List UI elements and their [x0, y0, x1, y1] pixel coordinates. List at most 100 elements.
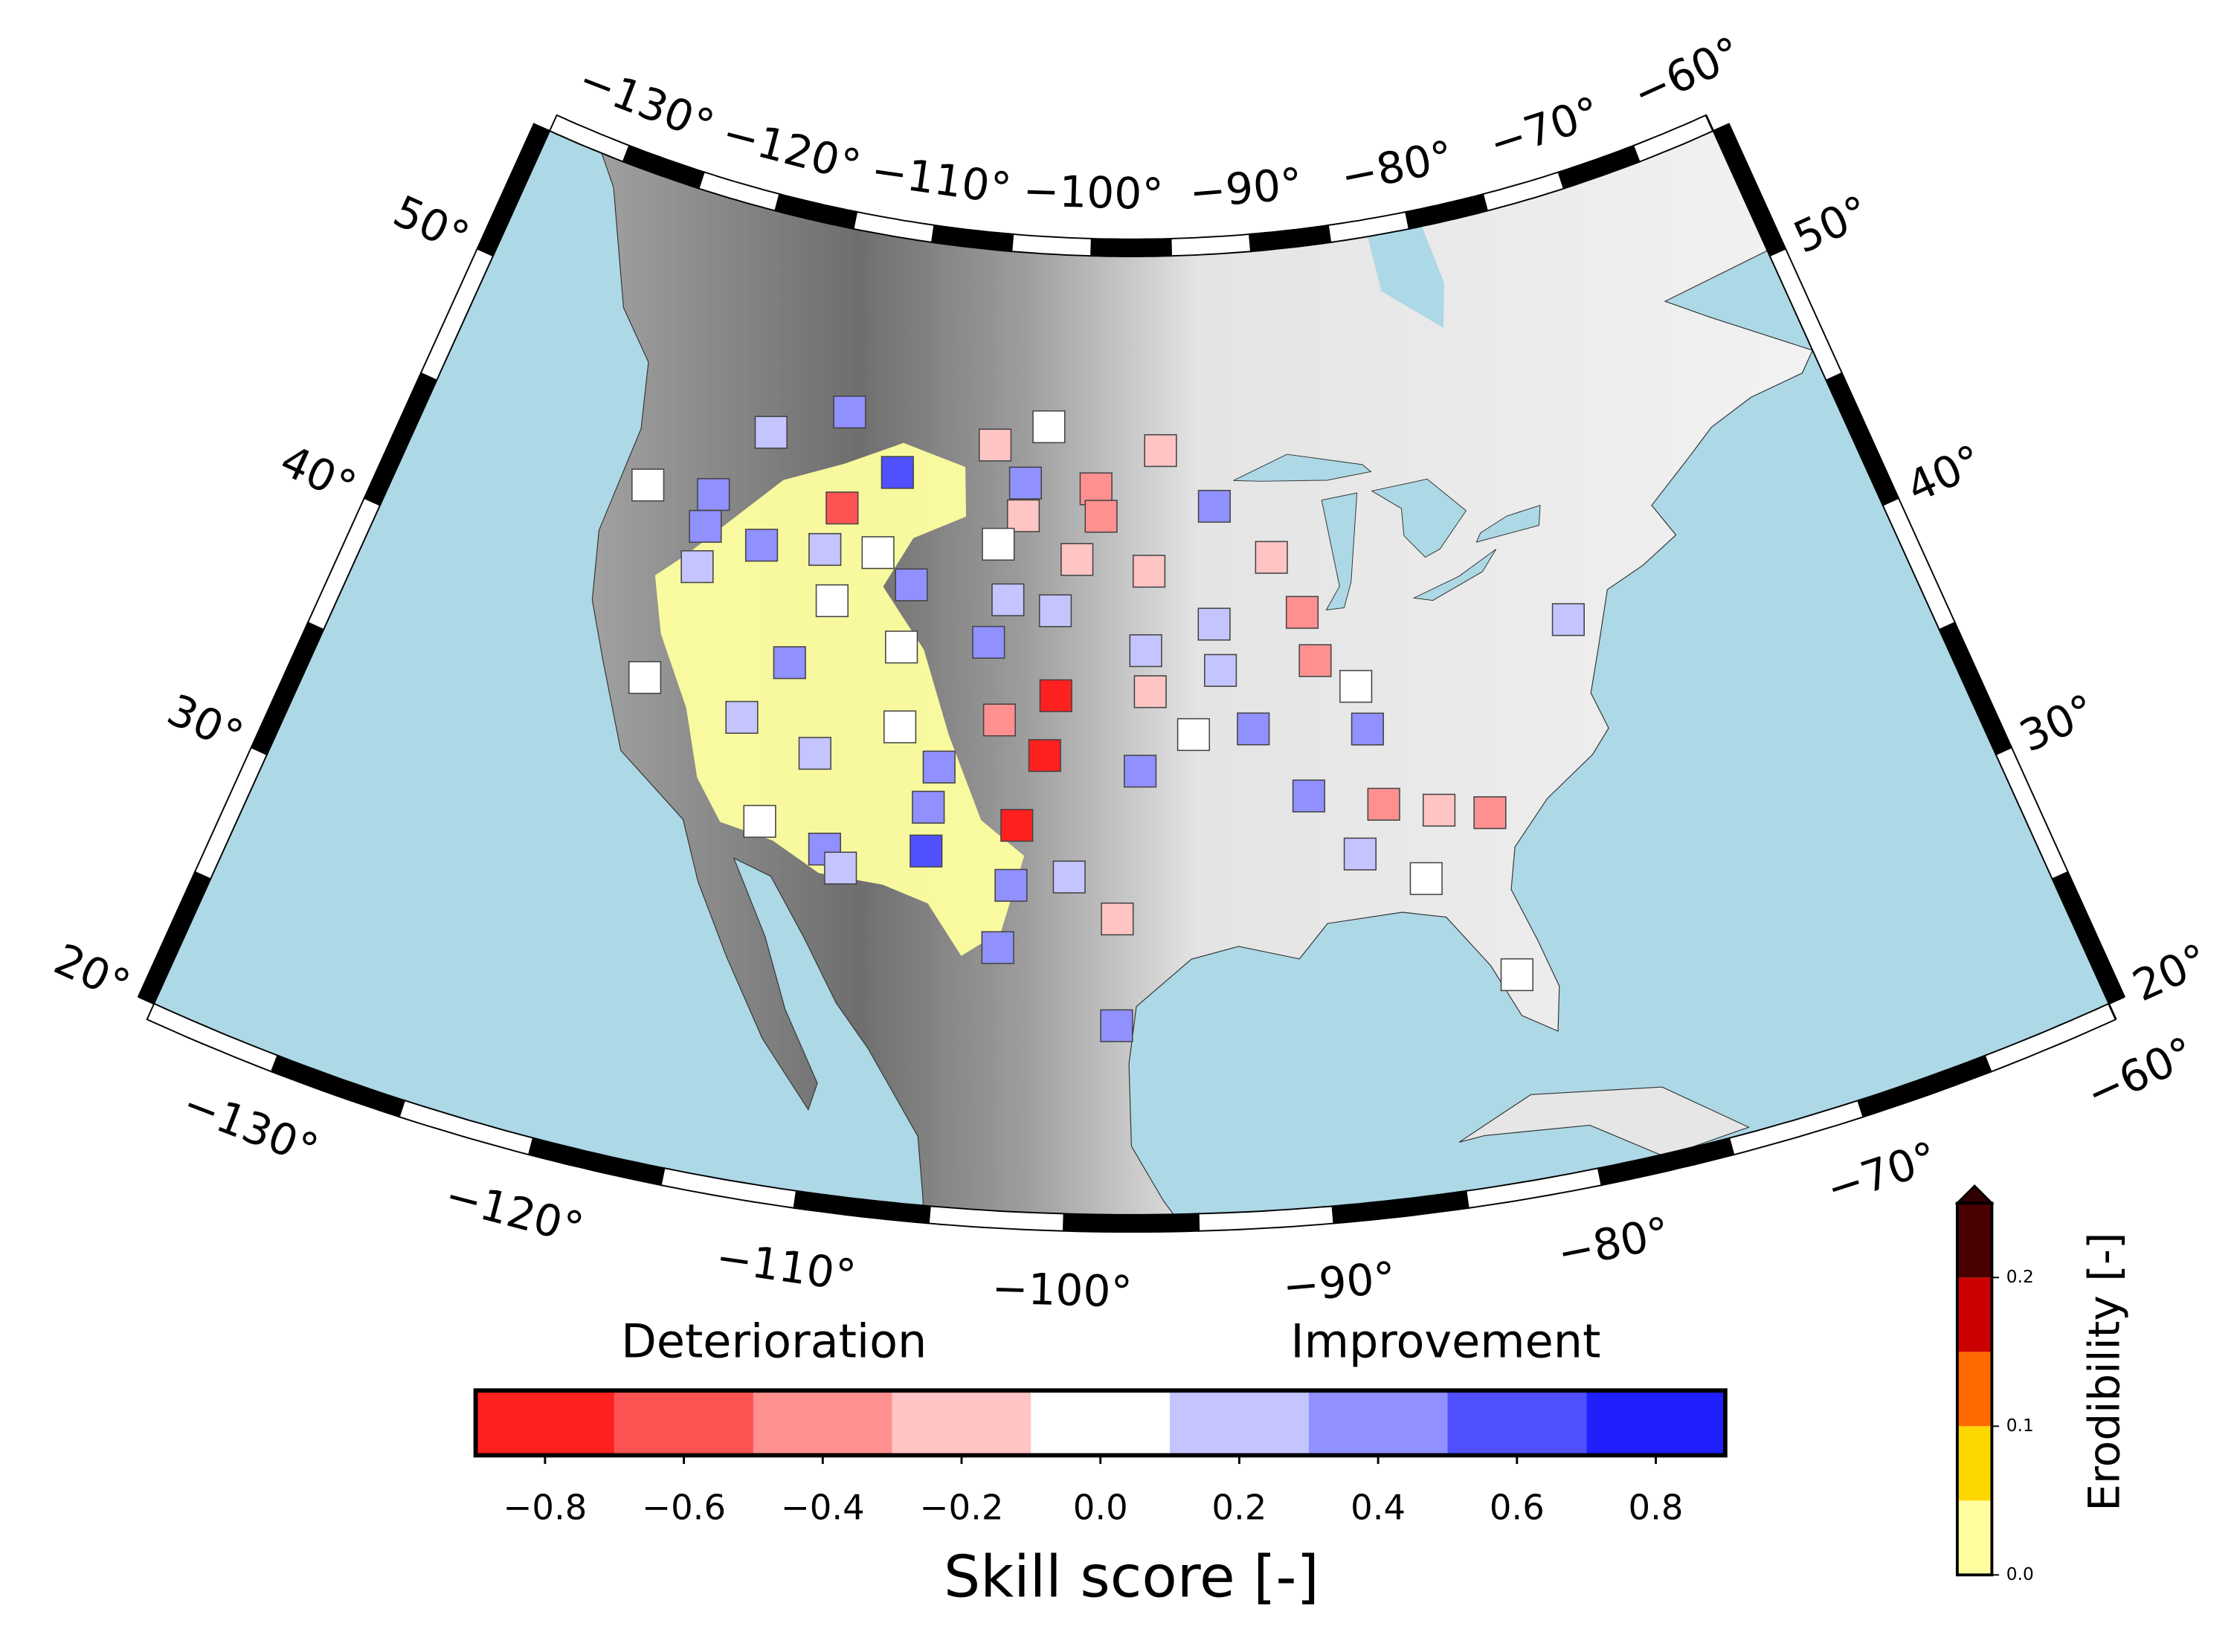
colorbar-tick-label: 0.4	[1351, 1488, 1406, 1528]
frame-segment	[1011, 233, 1093, 257]
lake	[1371, 478, 1467, 558]
colorbar-bin	[1308, 1390, 1448, 1456]
station-marker	[1133, 675, 1167, 709]
lon-label: −110°	[868, 145, 1014, 215]
lon-label: −130°	[176, 1078, 325, 1175]
colorbar-bin	[1586, 1390, 1725, 1456]
station-marker	[697, 478, 730, 512]
island	[1458, 1086, 1750, 1158]
station-marker	[885, 630, 918, 664]
station-marker	[1084, 500, 1118, 533]
lon-tick	[1405, 211, 1411, 230]
colorbar-bin	[614, 1390, 753, 1456]
lake	[1475, 505, 1541, 543]
lon-tick	[1331, 1206, 1336, 1224]
erodibility-colorbar-label: Erodibility [-]	[2079, 1232, 2130, 1511]
station-marker	[1351, 712, 1384, 746]
station-marker	[1132, 555, 1166, 588]
lat-label: 50°	[1786, 186, 1877, 263]
station-marker	[881, 456, 914, 489]
frame-segment	[1983, 1002, 2117, 1073]
lon-tick	[1062, 1213, 1066, 1231]
lat-tick	[1995, 746, 2012, 755]
lon-tick	[1597, 1167, 1603, 1186]
lon-label: −80°	[1554, 1207, 1674, 1280]
station-marker	[1052, 860, 1086, 894]
colorbar-tick-label: 0.2	[2006, 1267, 2034, 1287]
lat-label: 30°	[160, 684, 251, 761]
lake	[1233, 454, 1372, 482]
colorbar-tick-label: 0.0	[2006, 1564, 2034, 1584]
frame-segment	[1170, 233, 1252, 257]
lon-tick	[793, 1190, 798, 1209]
station-marker	[972, 625, 1005, 659]
colorbar-bin	[1957, 1203, 1992, 1278]
station-marker	[1500, 958, 1533, 992]
lon-tick	[1249, 233, 1252, 252]
station-marker	[910, 834, 943, 868]
station-marker	[978, 428, 1012, 462]
station-marker	[808, 532, 842, 567]
colorbar-tick-label: 0.6	[1490, 1488, 1545, 1528]
lon-label: −90°	[1281, 1252, 1397, 1312]
station-marker	[1000, 809, 1034, 842]
colorbar-tick-label: −0.4	[781, 1488, 865, 1528]
lon-label: −120°	[440, 1169, 589, 1253]
lat-label: 40°	[273, 435, 364, 512]
colorbar-extend	[1954, 1184, 1995, 1204]
colorbar-tick-label: 0.2	[1211, 1488, 1266, 1528]
lat-tick	[138, 996, 155, 1005]
lon-label: −100°	[991, 1263, 1133, 1317]
station-marker	[1032, 410, 1066, 444]
station-marker	[628, 661, 662, 694]
lat-tick	[251, 746, 268, 755]
station-marker	[1285, 596, 1319, 629]
colorbar-bin	[1031, 1390, 1171, 1456]
station-marker	[754, 416, 788, 449]
station-marker	[861, 536, 895, 570]
colorbar-tick-label: −0.8	[503, 1488, 587, 1528]
station-marker	[1060, 543, 1094, 576]
station-marker	[895, 568, 928, 601]
station-marker	[922, 750, 956, 784]
station-marker	[1101, 902, 1134, 936]
lon-label: −100°	[1023, 165, 1165, 219]
station-marker	[1237, 712, 1270, 746]
station-marker	[994, 868, 1028, 902]
frame-segment	[1063, 1213, 1200, 1233]
station-marker	[1197, 489, 1231, 523]
station-marker	[725, 700, 759, 734]
station-marker	[1006, 499, 1040, 532]
station-marker	[1255, 541, 1288, 574]
lon-tick	[2108, 1003, 2117, 1020]
deterioration-label: Deterioration	[621, 1314, 927, 1368]
station-marker	[1473, 796, 1507, 830]
lon-tick	[528, 1138, 535, 1155]
lat-tick	[1881, 497, 1899, 506]
frame-segment	[1090, 237, 1173, 257]
lon-tick	[931, 225, 936, 243]
station-marker	[883, 710, 917, 743]
colorbar-bin	[1447, 1390, 1587, 1456]
lon-label: −120°	[717, 107, 866, 191]
lon-tick	[1557, 171, 1565, 189]
station-marker	[798, 737, 831, 770]
lat-label: 20°	[47, 934, 138, 1011]
colorbar-bin	[1170, 1390, 1309, 1456]
station-marker	[1204, 654, 1237, 687]
lat-tick	[364, 497, 381, 506]
station-marker	[1129, 634, 1162, 668]
lon-tick	[622, 145, 631, 163]
colorbar-tick-label: −0.2	[920, 1488, 1004, 1528]
station-marker	[1144, 433, 1177, 468]
station-marker	[1422, 793, 1456, 827]
station-marker	[744, 529, 779, 562]
lon-tick	[271, 1055, 280, 1073]
lake	[1321, 492, 1358, 610]
colorbar-bin	[1957, 1352, 1992, 1427]
lon-tick	[1705, 114, 1714, 132]
lat-label: 30°	[2012, 684, 2103, 761]
station-marker	[1039, 679, 1072, 712]
station-marker	[825, 491, 859, 525]
lon-tick	[774, 193, 782, 211]
